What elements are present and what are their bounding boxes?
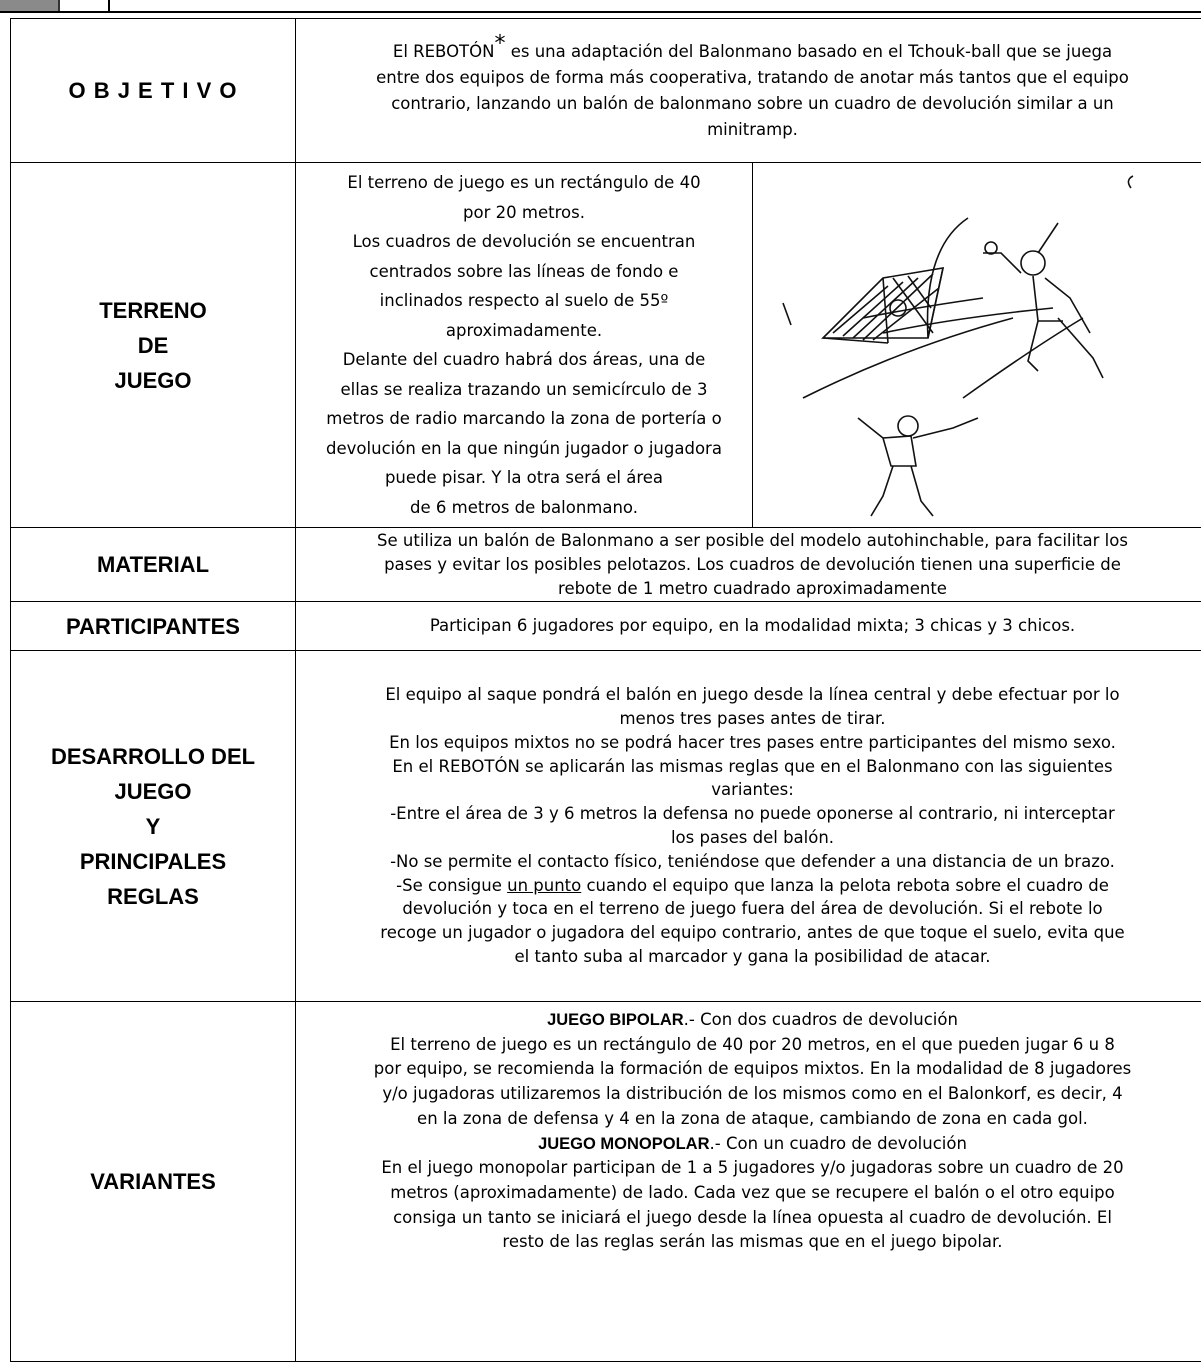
content-line: El equipo al saque pondrá el balón en ju… (296, 683, 1201, 707)
content-line: variantes: (296, 778, 1201, 802)
page: {"rows":[ {"label":["O B J E T I V O"],"… (0, 0, 1201, 1334)
content-line: rebote de 1 metro cuadrado aproximadamen… (296, 577, 1201, 601)
content-line: metros (aproximadamente) de lado. Cada v… (296, 1181, 1201, 1206)
content-line: consiga un tanto se iniciará el juego de… (296, 1206, 1201, 1231)
row-label: O B J E T I V O (11, 19, 296, 163)
content-line: Delante del cuadro habrá dos áreas, una … (296, 345, 752, 375)
content-line: los pases del balón. (296, 826, 1201, 850)
row-label: PARTICIPANTES (11, 602, 296, 651)
content-line: y/o jugadoras utilizaremos la distribuci… (296, 1082, 1201, 1107)
content-line: centrados sobre las líneas de fondo e (296, 257, 752, 287)
header-rule (0, 11, 1201, 13)
illustration-cell (753, 163, 1201, 528)
content-line: menos tres pases antes de tirar. (296, 707, 1201, 731)
content-line: recoge un jugador o jugadora del equipo … (296, 921, 1201, 945)
content-line: entre dos equipos de forma más cooperati… (296, 65, 1201, 91)
content-line: metros de radio marcando la zona de port… (296, 404, 752, 434)
content-line: minitramp. (296, 117, 1201, 143)
content-line: Los cuadros de devolución se encuentran (296, 227, 752, 257)
content-line: ellas se realiza trazando un semicírculo… (296, 375, 752, 405)
text-run: .- Con un cuadro de devolución (710, 1134, 967, 1153)
content-line: por 20 metros. (296, 198, 752, 228)
row-content: Se utiliza un balón de Balonmano a ser p… (296, 528, 1201, 602)
text-run: es una adaptación del Balonmano basado e… (505, 42, 1112, 61)
content-line: En los equipos mixtos no se podrá hacer … (296, 731, 1201, 755)
illustration (753, 168, 1173, 523)
row-content: Participan 6 jugadores por equipo, en la… (296, 602, 1201, 651)
header-tick (108, 0, 110, 12)
content-line: inclinados respecto al suelo de 55º (296, 286, 752, 316)
row-content: JUEGO BIPOLAR.- Con dos cuadros de devol… (296, 1002, 1201, 1362)
text-run: -Se consigue (396, 876, 507, 895)
text-run: El REBOTÓN (393, 42, 495, 61)
row-label: MATERIAL (11, 528, 296, 602)
label-line: PARTICIPANTES (11, 609, 295, 644)
text-run: cuando el equipo que lanza la pelota reb… (581, 876, 1109, 895)
text-run: JUEGO MONOPOLAR (538, 1135, 709, 1153)
row-content: El terreno de juego es un rectángulo de … (296, 163, 753, 528)
content-line: pases y evitar los posibles pelotazos. L… (296, 553, 1201, 577)
label-line: TERRENO (11, 293, 295, 328)
content-line: Se utiliza un balón de Balonmano a ser p… (296, 529, 1201, 553)
content-line: El REBOTÓN* es una adaptación del Balonm… (296, 39, 1201, 65)
content-line: de 6 metros de balonmano. (296, 493, 752, 523)
content-line: puede pisar. Y la otra será el área (296, 463, 752, 493)
label-line: JUEGO (11, 363, 295, 398)
content-line: resto de las reglas serán las mismas que… (296, 1230, 1201, 1255)
label-line: REGLAS (11, 879, 295, 914)
content-line: devolución y toca en el terreno de juego… (296, 897, 1201, 921)
content-line: -Entre el área de 3 y 6 metros la defens… (296, 802, 1201, 826)
label-line: MATERIAL (11, 547, 295, 582)
content-line: -Se consigue un punto cuando el equipo q… (296, 874, 1201, 898)
label-line: PRINCIPALES (11, 844, 295, 879)
text-run: .- Con dos cuadros de devolución (684, 1010, 958, 1029)
row-content: El REBOTÓN* es una adaptación del Balonm… (296, 19, 1201, 163)
content-line: contrario, lanzando un balón de balonman… (296, 91, 1201, 117)
text-run: * (494, 31, 505, 56)
content-line: El terreno de juego es un rectángulo de … (296, 1033, 1201, 1058)
text-run: un punto (507, 876, 581, 895)
content-line: devolución en la que ningún jugador o ju… (296, 434, 752, 464)
label-line: DE (11, 328, 295, 363)
content-line: Participan 6 jugadores por equipo, en la… (296, 614, 1201, 638)
content-line: -No se permite el contacto físico, tenié… (296, 850, 1201, 874)
table-row: VARIANTES JUEGO BIPOLAR.- Con dos cuadros… (11, 1002, 1201, 1362)
row-label: VARIANTES (11, 1002, 296, 1362)
label-line: O B J E T I V O (11, 73, 295, 108)
row-content: El equipo al saque pondrá el balón en ju… (296, 651, 1201, 1002)
label-line: JUEGO (11, 774, 295, 809)
label-line: VARIANTES (11, 1164, 295, 1199)
content-line: JUEGO BIPOLAR.- Con dos cuadros de devol… (296, 1008, 1201, 1033)
content-line: El terreno de juego es un rectángulo de … (296, 168, 752, 198)
text-run: JUEGO BIPOLAR (547, 1011, 684, 1029)
content-line: En el REBOTÓN se aplicarán las mismas re… (296, 755, 1201, 779)
content-line: En el juego monopolar participan de 1 a … (296, 1156, 1201, 1181)
content-line: JUEGO MONOPOLAR.- Con un cuadro de devol… (296, 1132, 1201, 1157)
label-line: DESARROLLO DEL (11, 739, 295, 774)
content-line: el tanto suba al marcador y gana la posi… (296, 945, 1201, 969)
content-line: por equipo, se recomienda la formación d… (296, 1057, 1201, 1082)
label-line: Y (11, 809, 295, 844)
content-line: aproximadamente. (296, 316, 752, 346)
content-line: en la zona de defensa y 4 en la zona de … (296, 1107, 1201, 1132)
